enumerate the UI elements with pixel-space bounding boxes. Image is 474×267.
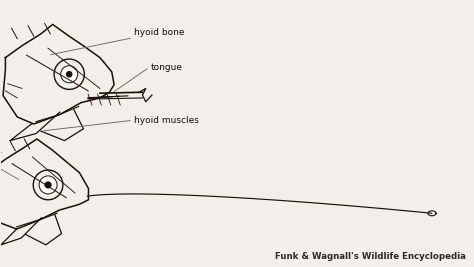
- Circle shape: [39, 176, 57, 194]
- Polygon shape: [428, 211, 436, 216]
- Text: hyoid bone: hyoid bone: [134, 28, 184, 37]
- Text: Funk & Wagnall's Wildlife Encyclopedia: Funk & Wagnall's Wildlife Encyclopedia: [275, 252, 466, 261]
- Circle shape: [61, 66, 78, 83]
- Text: hyoid muscles: hyoid muscles: [134, 116, 199, 125]
- Text: tongue: tongue: [151, 62, 182, 72]
- Circle shape: [66, 71, 73, 77]
- Circle shape: [45, 181, 52, 189]
